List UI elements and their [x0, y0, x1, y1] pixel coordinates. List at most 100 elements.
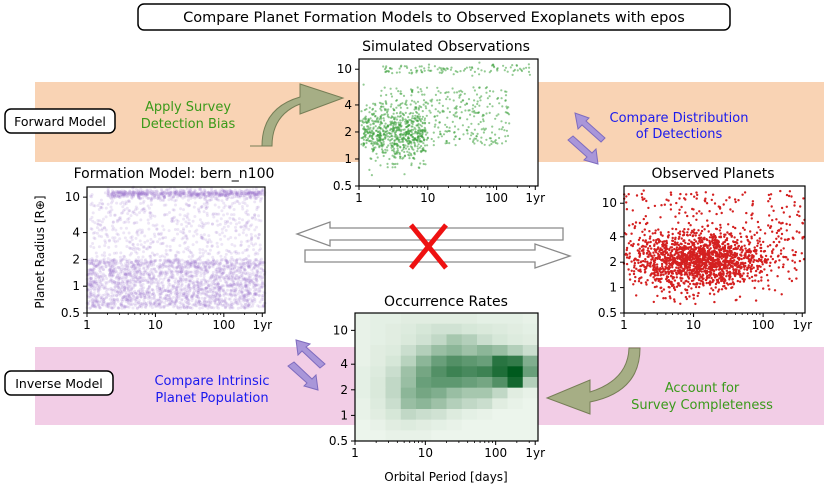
sim-point: [407, 116, 410, 119]
sim-point: [445, 141, 449, 145]
formation-point: [146, 280, 150, 284]
formation-point: [186, 305, 190, 309]
sim-point: [438, 98, 441, 102]
formation-point: [246, 271, 249, 275]
formation-point: [213, 193, 217, 197]
formation-point: [120, 189, 124, 193]
observed-point: [707, 230, 710, 233]
formation-point: [150, 293, 154, 296]
formation-point: [126, 273, 130, 277]
sim-point: [419, 150, 422, 153]
formation-point: [217, 287, 221, 291]
formation-point: [223, 255, 227, 259]
sim-point: [475, 135, 478, 138]
observed-point: [698, 234, 701, 237]
formation-point: [141, 255, 145, 259]
formation-point: [155, 227, 159, 231]
formation-point: [153, 195, 157, 199]
sim-point: [395, 118, 399, 121]
sim-point: [416, 132, 419, 135]
sim-point: [392, 126, 395, 129]
sim-point: [424, 105, 427, 108]
sim-point: [468, 66, 471, 69]
sim-point: [371, 119, 374, 122]
formation-point: [201, 248, 205, 252]
sim-point: [492, 141, 495, 144]
formation-point: [234, 229, 238, 233]
compare-intrinsic-line2: Planet Population: [155, 391, 268, 406]
formation-point: [225, 212, 229, 216]
sim-point: [394, 123, 397, 126]
sim-point: [365, 139, 368, 142]
sim-point: [382, 154, 385, 158]
formation-point: [239, 225, 243, 229]
formation-point: [117, 306, 121, 310]
sim-point: [473, 115, 476, 118]
sim-point: [386, 166, 389, 169]
formation-point: [102, 217, 105, 221]
formation-point: [89, 289, 92, 293]
formation-point: [234, 264, 237, 268]
formation-point: [243, 306, 247, 310]
sim-point: [421, 115, 424, 118]
sim-point: [483, 143, 486, 146]
sim-point: [369, 123, 372, 126]
sim-point: [508, 122, 511, 125]
formation-point: [139, 290, 142, 294]
formation-point: [186, 272, 189, 275]
formation-point: [257, 214, 261, 218]
formation-point: [88, 306, 92, 310]
sim-point: [484, 87, 487, 90]
formation-point: [161, 198, 164, 202]
formation-point: [175, 265, 179, 269]
sim-point: [393, 118, 396, 121]
formation-point: [222, 299, 226, 303]
observed-point: [790, 279, 794, 283]
sim-point: [364, 136, 367, 139]
formation-point: [167, 278, 170, 282]
observed-point: [659, 216, 662, 219]
formation-point: [192, 291, 196, 295]
sim-point: [505, 105, 508, 108]
formation-point: [173, 228, 177, 231]
sim-point: [446, 95, 449, 98]
formation-point: [250, 235, 254, 239]
x-tick-label: 1: [83, 318, 91, 332]
formation-point: [239, 244, 243, 247]
formation-point: [160, 280, 164, 284]
sim-point: [482, 127, 485, 130]
formation-point: [220, 242, 224, 246]
sim-point: [446, 67, 449, 70]
formation-point: [222, 213, 226, 217]
sim-point: [393, 131, 396, 134]
sim-point: [386, 129, 389, 133]
formation-point: [117, 278, 120, 282]
sim-point: [453, 91, 456, 94]
formation-point: [251, 191, 254, 194]
sim-point: [408, 112, 411, 115]
sim-point: [516, 69, 519, 72]
sim-point: [391, 72, 394, 75]
formation-point: [100, 265, 104, 269]
formation-point: [91, 242, 95, 245]
formation-point: [201, 302, 205, 305]
observed-point: [756, 242, 760, 245]
sim-point: [381, 130, 385, 133]
formation-point: [224, 296, 228, 300]
sim-point: [441, 104, 444, 107]
formation-point: [125, 206, 129, 210]
sim-point: [488, 95, 491, 98]
sim-point: [406, 125, 409, 128]
sim-point: [434, 93, 437, 96]
formation-point: [92, 304, 96, 308]
sim-point: [423, 69, 426, 72]
sim-point: [376, 127, 379, 130]
formation-point: [170, 300, 174, 304]
formation-point: [252, 248, 256, 252]
sim-point: [383, 137, 387, 140]
formation-point: [134, 291, 138, 295]
formation-point: [158, 295, 162, 298]
formation-point: [223, 265, 227, 269]
sim-point: [408, 71, 411, 74]
sim-point: [426, 102, 430, 105]
